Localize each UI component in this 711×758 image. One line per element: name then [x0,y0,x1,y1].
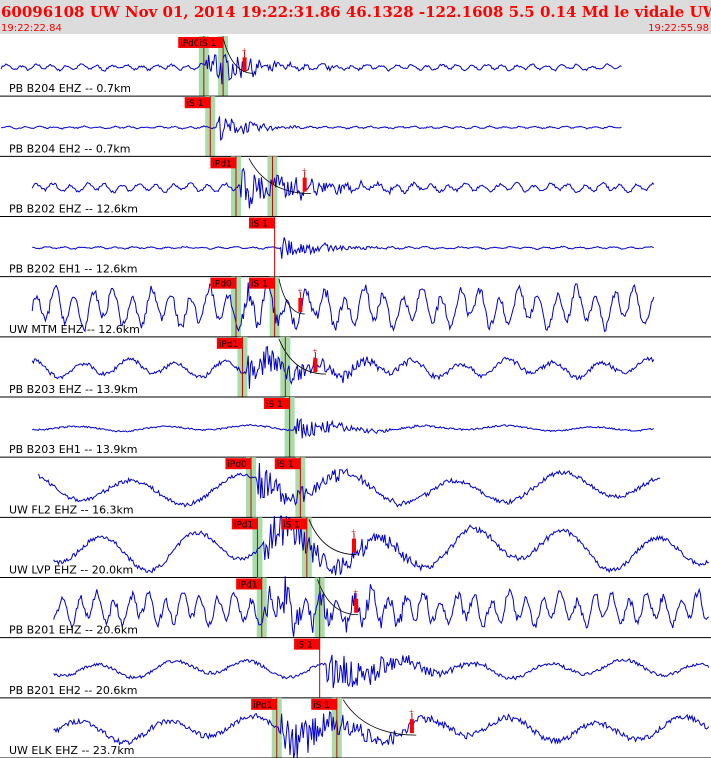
end-time: 19:22:55.98 [648,23,709,34]
phase-label: iS 1 [251,280,268,290]
phase-label: iPd1 [219,340,238,350]
trace-label: PB B201 EH2 -- 20.6km [9,684,137,697]
trace-panel: + iPd0 iS 1 PB B204 EHZ -- 0.7km [0,36,711,96]
coda-marker [298,298,302,312]
trace-panel: iS 1 PB B201 EH2 -- 20.6km [0,638,711,698]
trace-panel: + iPd0 iS 1 UW MTM EHZ -- 12.6km [0,277,711,337]
trace-label: PB B202 EH1 -- 12.6km [9,263,137,276]
phase-label: iPd1 [238,581,257,591]
phase-label: iS 1 [283,520,300,530]
waveform [54,655,709,688]
coda-marker-plus: + [302,166,307,176]
waveform [54,712,709,758]
trace-label: UW MTM EHZ -- 12.6km [9,323,140,336]
coda-marker-plus: + [409,707,414,717]
phase-label: iPd1 [253,701,272,711]
trace-label: PB B203 EH1 -- 13.9km [9,443,137,456]
waveform [39,463,661,507]
trace-label: PB B204 EH2 -- 0.7km [9,142,130,155]
coda-marker-plus: + [353,587,358,597]
coda-marker [354,599,358,613]
trace-label: UW LVP EHZ -- 20.0km [9,564,133,577]
trace-panel: + iPd1 PB B203 EHZ -- 13.9km [0,337,711,397]
coda-marker [303,178,307,192]
trace-panel: + iPd1 PB B202 EHZ -- 12.6km [0,156,711,216]
phase-label: iS 1 [266,400,283,410]
phase-label: iPd0 [227,460,247,470]
waveform [54,576,709,636]
start-time: 19:22:22.84 [1,23,62,34]
phase-label: iPd0 [212,280,232,290]
coda-marker-plus: + [312,346,317,356]
coda-marker [410,719,414,733]
phase-label: iPd1 [212,159,231,169]
waveform [32,237,654,258]
waveform [1,55,621,85]
phase-label: iPd0 [180,39,200,49]
trace-panel: iS 1 PB B202 EH1 -- 12.6km [0,217,711,277]
trace-panel: iS 1 PB B203 EH1 -- 13.9km [0,397,711,457]
coda-marker [243,57,247,71]
coda-marker [352,539,356,553]
phase-label: iS 1 [277,460,294,470]
phase-label: iS 1 [200,39,217,49]
trace-panel: + iPd1 iS 1 UW ELK EHZ -- 23.7km [0,698,711,758]
waveform [1,116,621,139]
trace-label: UW FL2 EHZ -- 16.3km [9,503,134,516]
coda-marker [313,358,317,372]
trace-label: PB B204 EHZ -- 0.7km [9,82,131,95]
waveform [32,419,654,439]
trace-panel: + iPd1 iS 1 UW LVP EHZ -- 20.0km [0,516,711,577]
waveform [54,516,709,575]
coda-marker-plus: + [297,286,302,296]
trace-panel: iPd0 iS 1 UW FL2 EHZ -- 16.3km [0,457,711,517]
phase-label: iPd1 [234,520,253,530]
phase-label: iS 1 [313,701,330,711]
trace-panel: iS 1 PB B204 EH2 -- 0.7km [0,96,711,156]
coda-marker-plus: + [242,45,247,55]
coda-marker-plus: + [351,527,356,537]
coda-curve [309,519,356,554]
trace-label: PB B202 EHZ -- 12.6km [9,203,138,216]
phase-label: iS 1 [251,220,268,230]
trace-label: UW ELK EHZ -- 23.7km [9,744,134,757]
trace-panel: + iPd1 PB B201 EHZ -- 20.6km [0,576,711,637]
phase-label: iS 1 [296,641,313,651]
trace-panels: +iPd0 iS 1PB B204 EHZ -- 0.7kmiS 1PB B204… [0,36,711,758]
event-title: 60096108 UW Nov 01, 2014 19:22:31.86 46.… [1,3,711,21]
trace-label: PB B201 EHZ -- 20.6km [9,624,138,637]
phase-label: iS 1 [187,99,204,109]
trace-label: PB B203 EHZ -- 13.9km [9,383,138,396]
